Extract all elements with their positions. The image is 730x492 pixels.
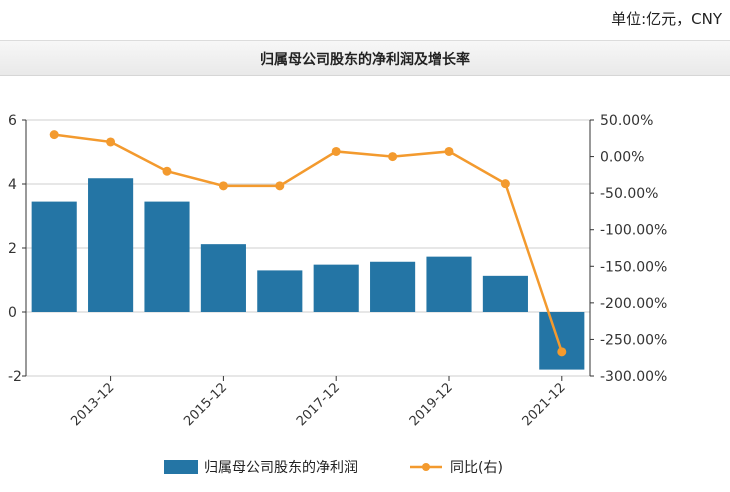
growth-point[interactable] (388, 152, 398, 162)
y-right-tick-label: -200.00% (600, 296, 667, 312)
bar[interactable] (257, 270, 303, 312)
x-tick-label: 2013-12 (68, 380, 117, 429)
growth-point[interactable] (331, 146, 341, 156)
y-left-tick-label: 4 (8, 177, 17, 193)
legend-label-growth[interactable]: 同比(右) (450, 460, 503, 476)
y-right-tick-label: -150.00% (600, 259, 667, 275)
growth-point[interactable] (557, 347, 567, 357)
legend-swatch-marker (422, 463, 430, 471)
y-right-tick-label: -100.00% (600, 223, 667, 239)
x-tick-label: 2015-12 (181, 380, 230, 429)
unit-label: 单位:亿元，CNY (611, 10, 722, 28)
bar[interactable] (200, 244, 246, 312)
y-right-tick-label: 50.00% (600, 113, 653, 129)
y-right-tick-label: -250.00% (600, 332, 667, 348)
chart-title-bar: 归属母公司股东的净利润及增长率 (0, 40, 730, 76)
bar[interactable] (370, 261, 416, 312)
bar[interactable] (426, 256, 472, 312)
growth-point[interactable] (275, 181, 285, 191)
y-left-tick-label: 2 (8, 241, 17, 257)
growth-point[interactable] (162, 166, 172, 176)
growth-point[interactable] (500, 179, 510, 189)
growth-point[interactable] (106, 137, 116, 147)
legend-label-net-profit[interactable]: 归属母公司股东的净利润 (204, 459, 358, 476)
bar[interactable] (482, 275, 528, 312)
x-tick-label: 2021-12 (520, 380, 569, 429)
chart-title: 归属母公司股东的净利润及增长率 (260, 52, 470, 68)
x-tick-label: 2017-12 (294, 380, 343, 429)
y-left-tick-label: 0 (8, 305, 17, 321)
y-right-tick-label: -50.00% (600, 186, 658, 202)
y-left-tick-label: 6 (8, 113, 17, 129)
growth-point[interactable] (218, 181, 228, 191)
bar[interactable] (144, 201, 190, 312)
growth-line (54, 133, 563, 353)
y-right-tick-label: 0.00% (600, 150, 644, 166)
growth-point[interactable] (49, 130, 59, 140)
bar[interactable] (313, 264, 359, 312)
legend-swatch-bar (164, 460, 198, 474)
bar[interactable] (31, 201, 77, 312)
bar[interactable] (88, 178, 134, 312)
y-left-tick-label: -2 (8, 369, 22, 385)
growth-point[interactable] (444, 146, 454, 156)
y-right-tick-label: -300.00% (600, 369, 667, 385)
bar[interactable] (539, 312, 585, 370)
x-tick-label: 2019-12 (407, 380, 456, 429)
